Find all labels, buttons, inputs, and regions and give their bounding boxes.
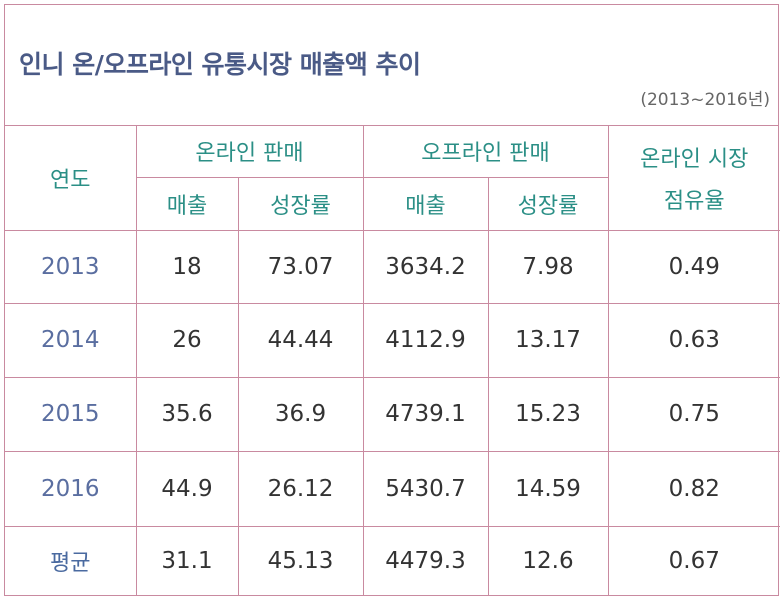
col-header-offline: 오프라인 판매	[362, 126, 609, 178]
col-header-year: 연도	[5, 126, 137, 231]
offline-sales-cell: 5430.7	[362, 450, 489, 527]
online-growth-cell: 45.13	[237, 525, 364, 595]
offline-growth-cell: 15.23	[487, 376, 609, 452]
online-sales-cell: 26	[135, 302, 239, 378]
offline-sales-cell: 4479.3	[362, 525, 489, 595]
share-header-line1: 온라인 시장	[640, 146, 749, 172]
offline-growth-cell: 13.17	[487, 302, 609, 378]
table-row: 2014 26 44.44 4112.9 13.17 0.63	[5, 302, 781, 378]
offline-sales-cell: 4112.9	[362, 302, 489, 378]
online-growth-cell: 26.12	[237, 450, 364, 527]
online-sales-cell: 18	[135, 229, 239, 304]
col-header-online-growth: 성장률	[237, 176, 364, 231]
offline-growth-cell: 12.6	[487, 525, 609, 595]
share-cell: 0.63	[607, 302, 781, 378]
offline-growth-cell: 14.59	[487, 450, 609, 527]
row-year: 2014	[5, 302, 137, 378]
col-header-offline-growth: 성장률	[487, 176, 609, 231]
offline-sales-cell: 4739.1	[362, 376, 489, 452]
online-sales-cell: 31.1	[135, 525, 239, 595]
share-header-line2: 점유율	[663, 188, 725, 214]
row-year: 평균	[5, 525, 137, 595]
online-sales-cell: 35.6	[135, 376, 239, 452]
share-cell: 0.75	[607, 376, 781, 452]
offline-sales-cell: 3634.2	[362, 229, 489, 304]
period-label: (2013~2016년)	[640, 90, 770, 110]
offline-growth-cell: 7.98	[487, 229, 609, 304]
sales-table: 연도 온라인 판매 오프라인 판매 온라인 시장 점유율 매출 성장률 매출 성…	[5, 126, 781, 595]
col-header-share: 온라인 시장 점유율	[607, 126, 781, 231]
online-growth-cell: 36.9	[237, 376, 364, 452]
table-row: 2015 35.6 36.9 4739.1 15.23 0.75	[5, 376, 781, 452]
table-row: 2016 44.9 26.12 5430.7 14.59 0.82	[5, 450, 781, 527]
col-header-online-sales: 매출	[136, 176, 239, 231]
col-header-online: 온라인 판매	[135, 126, 364, 178]
row-year: 2015	[5, 376, 137, 452]
table-row: 2013 18 73.07 3634.2 7.98 0.49	[5, 229, 781, 304]
table-title: 인니 온/오프라인 유통시장 매출액 추이	[19, 50, 421, 79]
row-year: 2013	[5, 229, 137, 304]
row-year: 2016	[5, 450, 137, 527]
table-header-area: 인니 온/오프라인 유통시장 매출액 추이 (2013~2016년)	[5, 5, 778, 126]
col-header-offline-sales: 매출	[362, 176, 489, 231]
table-card: 인니 온/오프라인 유통시장 매출액 추이 (2013~2016년) 연도 온라…	[4, 4, 781, 596]
online-growth-cell: 73.07	[237, 229, 364, 304]
online-growth-cell: 44.44	[237, 302, 364, 378]
share-cell: 0.82	[607, 450, 781, 527]
share-cell: 0.67	[607, 525, 781, 595]
table-row: 평균 31.1 45.13 4479.3 12.6 0.67	[5, 525, 781, 595]
online-sales-cell: 44.9	[135, 450, 239, 527]
share-cell: 0.49	[607, 229, 781, 304]
